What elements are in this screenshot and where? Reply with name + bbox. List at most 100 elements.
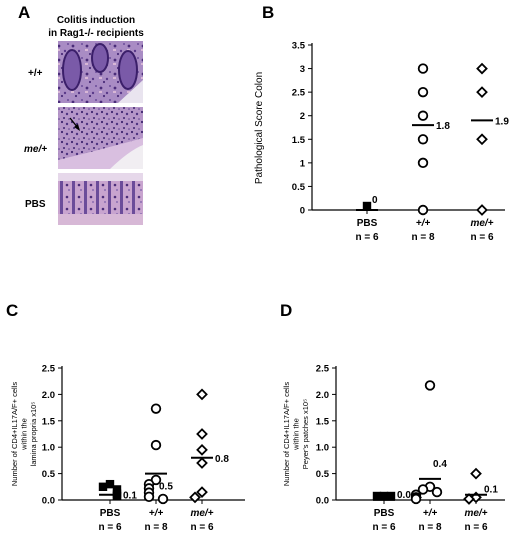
data-point <box>362 201 372 211</box>
data-point <box>379 491 389 501</box>
y-tick-label: 0.0 <box>42 496 55 507</box>
data-point <box>105 479 115 489</box>
mean-label: 0 <box>372 195 378 206</box>
mean-label: 0.4 <box>433 459 447 470</box>
panel-d-chart: D 0.0 0.5 1.0 1.5 2.0 2.5 Number of CD4+IL17A/F… <box>280 301 505 533</box>
y-tick-label: 1.5 <box>42 416 56 427</box>
y-tick-label: 0.0 <box>316 496 329 507</box>
micrograph-me <box>58 107 143 169</box>
data-point <box>196 457 208 469</box>
category-n-label: n = 6 <box>372 522 396 533</box>
panel-b-chart: B 0 0.5 1 1.5 2 2.5 3 3.5 Pathological Score Colo… <box>254 3 509 243</box>
y-tick-label: 2.5 <box>292 88 306 99</box>
y-tick-label: 3 <box>300 64 305 75</box>
category-n-label: n = 6 <box>470 232 494 243</box>
category-label: me/+ <box>190 508 213 519</box>
category-n-label: n = 6 <box>98 522 122 533</box>
panel-b-label: B <box>262 3 274 22</box>
data-point <box>143 491 155 503</box>
y-axis-label: Pathological Score Colon <box>254 72 265 184</box>
panel-a-title-line2: in Rag1-/- recipients <box>48 28 144 39</box>
y-tick-label: 1.0 <box>42 443 55 454</box>
y-tick-label: 2 <box>300 111 305 122</box>
y-tick-label: 1.0 <box>316 443 329 454</box>
y-tick-label: 0.5 <box>292 182 306 193</box>
data-point <box>410 493 422 505</box>
category-n-label: n = 8 <box>144 522 168 533</box>
y-tick-label: 2.5 <box>316 364 330 375</box>
data-point <box>150 403 162 414</box>
category-label: +/+ <box>149 508 164 519</box>
category-label: PBS <box>357 218 378 229</box>
data-point <box>470 467 482 480</box>
panel-a-label: A <box>18 3 30 22</box>
y-axis-label: Number of CD4+IL17A/F+ cellswithin thePe… <box>282 382 310 486</box>
y-tick-label: 2.0 <box>316 390 329 401</box>
data-point <box>112 485 122 494</box>
data-point <box>386 491 396 501</box>
y-tick-label: 1.5 <box>292 135 306 146</box>
mean-label: 1.9 <box>495 116 509 127</box>
y-axis-label: Number of CD4+IL17A/F+ cellswithin thela… <box>10 382 38 486</box>
y-tick-label: 1 <box>300 158 306 169</box>
data-point <box>476 133 488 146</box>
data-point <box>417 86 429 98</box>
mean-label: 0.002 <box>397 490 422 501</box>
row-label-me: me/+ <box>24 144 47 155</box>
row-label-wt: +/+ <box>28 68 43 79</box>
category-n-label: n = 8 <box>418 522 442 533</box>
category-n-label: n = 6 <box>355 232 379 243</box>
data-point <box>417 110 429 121</box>
data-point <box>150 439 162 451</box>
panel-d-label: D <box>280 301 292 320</box>
micrograph-wt <box>58 41 143 103</box>
mean-label: 0.1 <box>123 491 137 502</box>
data-point <box>476 204 488 216</box>
category-label: +/+ <box>423 508 438 519</box>
category-label: PBS <box>374 508 395 519</box>
data-point <box>196 428 208 440</box>
y-tick-label: 2.0 <box>42 390 55 401</box>
category-n-label: n = 6 <box>190 522 214 533</box>
data-point <box>98 482 108 491</box>
row-label-pbs: PBS <box>25 199 46 210</box>
data-point <box>112 491 122 501</box>
data-point <box>372 491 382 501</box>
data-point <box>476 62 488 75</box>
data-point <box>463 493 475 505</box>
y-tick-label: 1.5 <box>316 416 330 427</box>
data-point <box>196 486 208 498</box>
mean-label: 0.1 <box>484 485 498 496</box>
y-tick-label: 0.5 <box>316 469 330 480</box>
category-label: me/+ <box>470 218 493 229</box>
panel-c-label: C <box>6 301 18 320</box>
y-tick-label: 3.5 <box>292 41 306 52</box>
data-point <box>417 63 429 74</box>
data-point <box>157 493 169 505</box>
panel-c-chart: C 0.0 0.5 1.0 1.5 2.0 2.5 Number of CD4+IL17A/F… <box>6 301 245 533</box>
data-point <box>189 491 201 504</box>
mean-label: 0.5 <box>159 482 173 493</box>
micrograph-pbs <box>58 173 143 225</box>
data-point <box>417 157 429 169</box>
data-point <box>417 134 429 145</box>
mean-label: 0.8 <box>215 454 229 465</box>
data-point <box>431 486 443 498</box>
y-tick-label: 0.5 <box>42 469 56 480</box>
data-point <box>196 388 208 401</box>
category-n-label: n = 6 <box>464 522 488 533</box>
category-label: PBS <box>100 508 121 519</box>
panel-a-title-line1: Colitis induction <box>57 15 135 26</box>
mean-label: 1.8 <box>436 121 450 132</box>
data-point <box>196 443 208 456</box>
category-label: me/+ <box>464 508 487 519</box>
data-point <box>476 86 488 99</box>
category-label: +/+ <box>416 218 431 229</box>
y-tick-label: 2.5 <box>42 364 56 375</box>
data-point <box>417 484 429 495</box>
y-tick-label: 0 <box>300 206 305 217</box>
category-n-label: n = 8 <box>411 232 435 243</box>
data-point <box>424 380 436 391</box>
data-point <box>417 204 429 216</box>
